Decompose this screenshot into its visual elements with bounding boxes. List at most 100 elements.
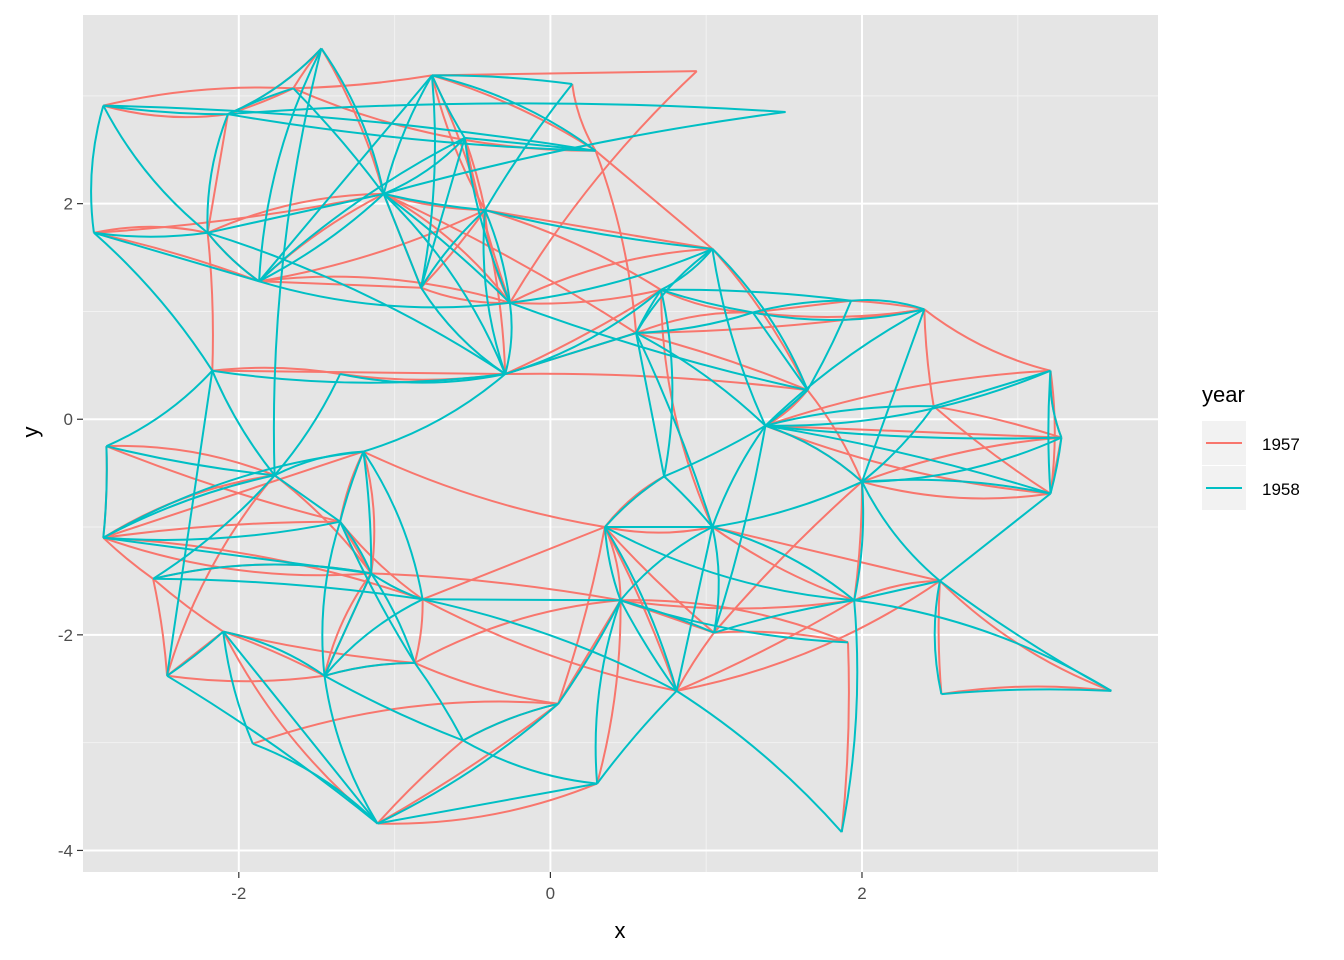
y-axis-ticks: -4 -2 0 2 — [58, 195, 83, 860]
edge-1957 — [103, 520, 341, 539]
edge-1958 — [222, 631, 254, 745]
edge-1958 — [509, 247, 713, 304]
edge-1958 — [377, 782, 598, 825]
edge-1957 — [93, 225, 208, 234]
edge-1958 — [420, 209, 486, 289]
edge-1958 — [363, 373, 506, 453]
edge-1958 — [557, 599, 622, 705]
edge-1958 — [840, 600, 859, 833]
edge-1958 — [854, 599, 1112, 692]
edge-1958 — [861, 481, 941, 582]
edge-1958 — [383, 137, 466, 195]
edge-1958 — [166, 674, 379, 825]
edge-1958 — [939, 492, 1052, 582]
edge-1958 — [604, 526, 855, 602]
y-tick-label: -4 — [58, 841, 73, 860]
edge-1957 — [806, 389, 863, 483]
edge-1958 — [93, 231, 260, 283]
major-gridlines — [83, 15, 1158, 872]
edge-1958 — [383, 192, 486, 212]
edge-1958 — [370, 572, 416, 664]
edge-1958 — [604, 475, 665, 528]
edge-1958 — [258, 193, 385, 283]
edge-1957 — [861, 436, 1062, 483]
edge-1957 — [676, 599, 855, 692]
edge-1957 — [102, 537, 154, 580]
edge-1958 — [206, 232, 260, 283]
edge-1957 — [166, 674, 325, 683]
edge-1957 — [504, 289, 662, 375]
edge-1958 — [152, 563, 372, 580]
edge-1957 — [414, 661, 559, 705]
edge-1958 — [462, 702, 559, 742]
edge-1957 — [509, 70, 698, 304]
edge-1957 — [604, 526, 715, 634]
edge-1958 — [324, 661, 415, 677]
edge-1958 — [676, 690, 843, 833]
edge-1957 — [222, 630, 325, 677]
edge-1957 — [93, 231, 260, 283]
edge-1958 — [484, 209, 511, 303]
edge-1958 — [377, 703, 559, 825]
edge-1957 — [923, 309, 935, 407]
edge-1957 — [604, 526, 713, 534]
edge-1958 — [464, 136, 596, 152]
edge-1958 — [258, 47, 323, 282]
edge-1958 — [713, 599, 855, 634]
edge-1957 — [765, 424, 1051, 495]
edge-1958 — [484, 209, 713, 250]
edge-1958 — [382, 74, 433, 195]
y-tick-label: -2 — [58, 626, 73, 645]
edge-1958 — [362, 451, 424, 600]
edge-1958 — [227, 87, 294, 116]
edge-1958 — [1047, 370, 1052, 494]
edge-1957 — [293, 74, 433, 90]
edge-1958 — [635, 332, 714, 528]
edge-1957 — [933, 405, 1052, 495]
edge-1958 — [258, 280, 511, 309]
edge-1957 — [557, 526, 606, 705]
edge-1957 — [376, 739, 464, 825]
edge-1957 — [166, 474, 276, 677]
edge-1958 — [861, 405, 935, 483]
edge-1958 — [663, 424, 766, 478]
edge-1958 — [596, 690, 678, 785]
edge-1958 — [636, 311, 754, 334]
edge-1957 — [422, 598, 677, 692]
edge-1957 — [711, 248, 809, 391]
edge-1958 — [635, 248, 713, 334]
edge-1957 — [509, 247, 713, 304]
edge-1958 — [362, 451, 373, 574]
edge-1957 — [207, 192, 384, 234]
edge-1957 — [206, 232, 214, 371]
edge-1958 — [274, 474, 341, 523]
edge-1957 — [212, 369, 506, 375]
edge-1958 — [102, 446, 108, 538]
edge-1957 — [103, 86, 294, 107]
edge-1958 — [603, 526, 622, 601]
edge-1958 — [370, 572, 423, 601]
edge-1958 — [1049, 437, 1063, 494]
edge-1958 — [635, 332, 666, 477]
edge-1957 — [635, 332, 808, 392]
edge-1958 — [675, 526, 714, 692]
edge-1958 — [339, 373, 506, 384]
edge-1958 — [102, 105, 209, 234]
edge-1958 — [463, 137, 511, 304]
edge-1958 — [93, 231, 208, 238]
x-axis-ticks: -2 0 2 — [231, 872, 867, 903]
edge-1958 — [320, 47, 385, 195]
edge-1958 — [222, 630, 379, 825]
edge-1958 — [207, 231, 506, 375]
edge-1957 — [853, 579, 940, 602]
edge-1958 — [711, 425, 767, 528]
x-axis-title: x — [615, 918, 626, 943]
edge-1958 — [339, 521, 373, 574]
y-tick-label: 2 — [64, 195, 73, 214]
legend-title: year — [1202, 382, 1245, 407]
edge-1958 — [227, 113, 596, 152]
edge-1958 — [324, 674, 464, 742]
edge-1957 — [431, 74, 597, 152]
edge-1957 — [422, 526, 606, 601]
edge-1958 — [105, 370, 214, 448]
